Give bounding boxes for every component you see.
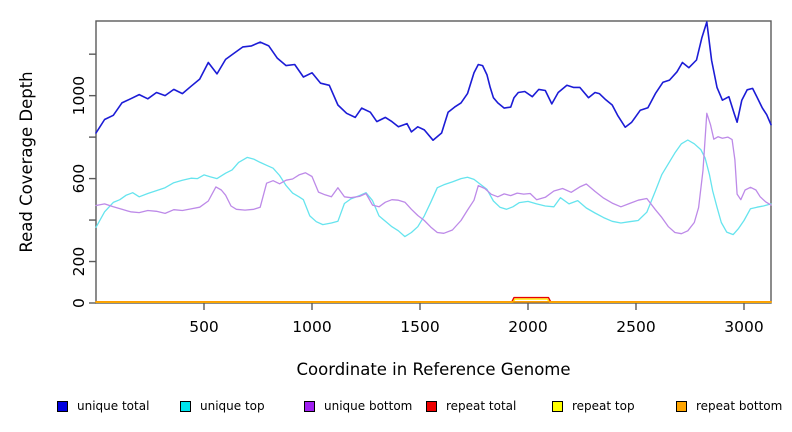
legend-label-repeat-bottom: repeat bottom bbox=[696, 399, 783, 413]
y-tick-label-600: 600 bbox=[70, 164, 88, 194]
legend-item-repeat-bottom: repeat bottom bbox=[676, 396, 782, 416]
x-tick-label-1000: 1000 bbox=[292, 318, 331, 336]
legend-swatch-unique-bottom bbox=[304, 400, 315, 412]
series-unique-bottom bbox=[95, 112, 772, 235]
legend-item-repeat-top: repeat top bbox=[552, 396, 635, 416]
legend-swatch-repeat-bottom bbox=[676, 400, 687, 412]
legend-swatch-unique-top bbox=[180, 400, 191, 412]
x-axis-title: Coordinate in Reference Genome bbox=[296, 360, 571, 379]
y-tick-label-1000: 1000 bbox=[70, 76, 88, 115]
y-axis-title: Read Coverage Depth bbox=[17, 71, 36, 253]
series-unique-total bbox=[95, 21, 772, 141]
coverage-plot: 500 1000 1500 2000 2500 3000 0 200 600 1000 bbox=[70, 20, 772, 336]
legend-label-unique-total: unique total bbox=[77, 399, 150, 413]
plot-box bbox=[95, 20, 772, 304]
legend-label-repeat-top: repeat top bbox=[572, 399, 635, 413]
legend-item-unique-total: unique total bbox=[57, 396, 149, 416]
y-tick-label-200: 200 bbox=[70, 247, 88, 277]
legend-item-unique-bottom: unique bottom bbox=[304, 396, 412, 416]
y-tick-label-0: 0 bbox=[70, 298, 88, 308]
legend-label-unique-top: unique top bbox=[200, 399, 265, 413]
x-tick-label-3000: 3000 bbox=[724, 318, 763, 336]
x-tick-label-500: 500 bbox=[189, 318, 219, 336]
legend-item-unique-top: unique top bbox=[180, 396, 265, 416]
x-tick-label-1500: 1500 bbox=[400, 318, 439, 336]
series-unique-top bbox=[95, 139, 772, 238]
legend: unique total unique top unique bottom repea… bbox=[0, 396, 792, 418]
legend-label-repeat-total: repeat total bbox=[446, 399, 517, 413]
legend-label-unique-bottom: unique bottom bbox=[324, 399, 413, 413]
x-tick-label-2500: 2500 bbox=[616, 318, 655, 336]
x-tick-label-2000: 2000 bbox=[508, 318, 547, 336]
legend-item-repeat-total: repeat total bbox=[426, 396, 516, 416]
legend-swatch-repeat-top bbox=[552, 400, 563, 412]
legend-swatch-unique-total bbox=[57, 400, 68, 412]
legend-swatch-repeat-total bbox=[426, 400, 437, 412]
